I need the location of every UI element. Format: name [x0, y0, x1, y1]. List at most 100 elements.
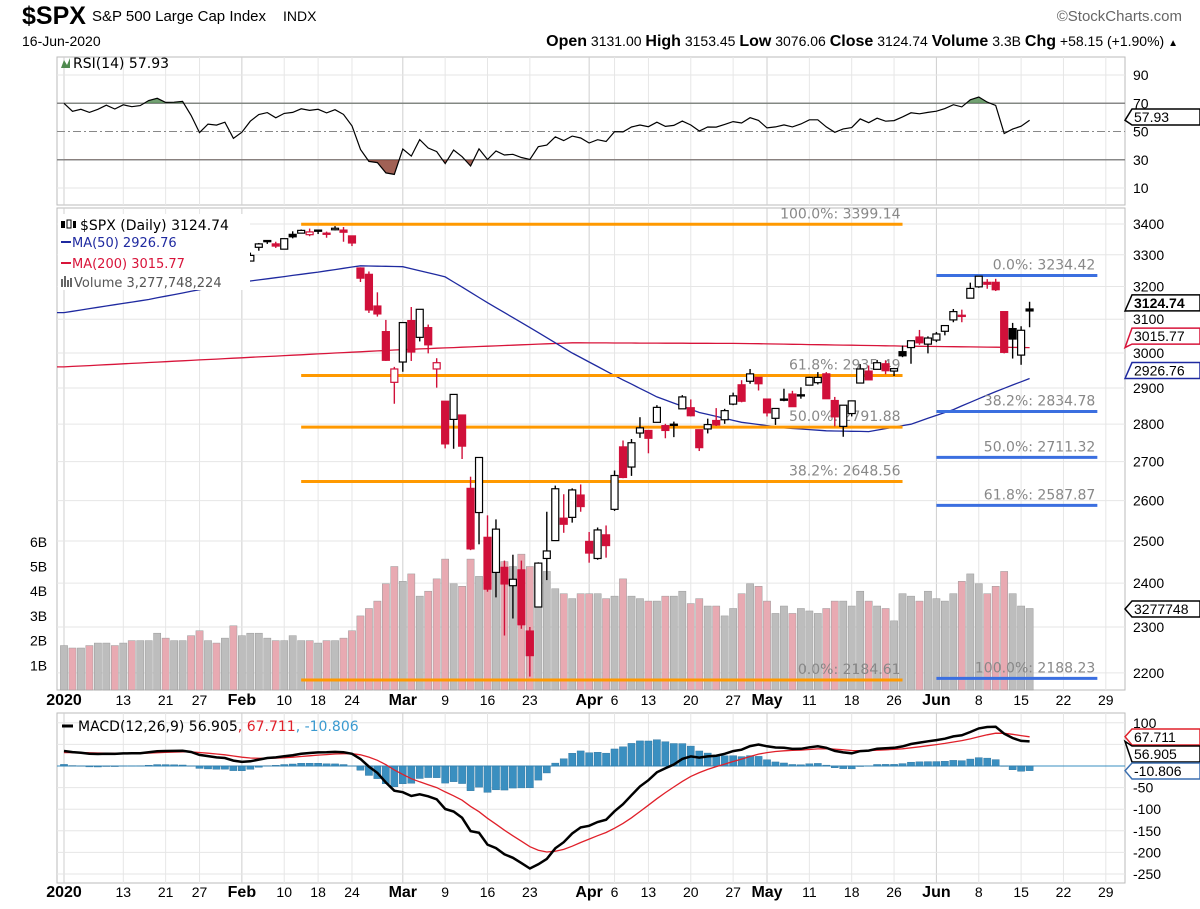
macd-histogram-bar: [576, 750, 585, 767]
candle: [1008, 322, 1017, 359]
volume-bar: [805, 610, 814, 691]
macd-histogram-bar: [924, 761, 932, 767]
volume-bar: [449, 583, 458, 691]
macd-histogram-bar: [212, 765, 221, 770]
volume-bar: [669, 595, 678, 691]
rsi-oversold-fill: [64, 159, 1030, 175]
volume-bar: [610, 595, 619, 691]
volume-bar: [695, 598, 704, 691]
ma50-value-tag: 2926.76: [1123, 361, 1200, 380]
macd-hist-tag: -10.806: [1124, 762, 1200, 780]
candle: [432, 358, 441, 388]
volume-bar: [797, 608, 805, 691]
volume-bar: [238, 635, 246, 691]
candle: [314, 229, 323, 235]
candle-body: [432, 362, 441, 370]
candle-body: [381, 331, 390, 361]
candle: [254, 242, 263, 251]
volume-bar: [254, 632, 263, 691]
candle-body: [415, 308, 424, 338]
candle-body: [559, 517, 568, 525]
candle-body: [720, 410, 729, 421]
macd-histogram-bar: [339, 764, 348, 767]
rsi-axis-label: 50: [1133, 124, 1149, 140]
macd-histogram-bar: [873, 764, 881, 767]
macd-histogram-bar: [195, 765, 204, 769]
candle-body: [271, 243, 280, 247]
macd-histogram-bar: [771, 761, 780, 767]
candle: [720, 408, 729, 424]
volume-value: 3.3B: [992, 33, 1021, 49]
candle-body: [483, 536, 492, 590]
candle: [585, 531, 594, 563]
price-axis-label: 2800: [1133, 416, 1164, 432]
candle: [390, 366, 399, 404]
ma50-legend-text: MA(50) 2926.76: [72, 236, 177, 251]
candle: [906, 340, 916, 364]
rsi-axis-label: 90: [1133, 67, 1149, 83]
volume-bar: [77, 647, 85, 691]
fib-blue-level-label: 100.0%: 2188.23: [975, 660, 1095, 676]
volume-bar: [822, 608, 831, 691]
candle-body: [1000, 311, 1009, 353]
volume-bar: [754, 586, 763, 691]
volume-bar: [102, 642, 111, 691]
volume-bar: [678, 590, 687, 691]
macd-histogram-bar: [983, 757, 992, 767]
volume-bar: [382, 583, 390, 691]
macd-histogram-bar: [85, 765, 94, 768]
macd-signal-value: 67.711: [247, 719, 296, 735]
exchange: INDX: [283, 8, 317, 24]
volume-bar: [712, 605, 721, 691]
candle-body: [576, 494, 585, 508]
volume-bar: [297, 640, 306, 691]
ma50-value-tag-text: 2926.76: [1134, 363, 1185, 379]
x-axis-label-bottom: 11: [802, 884, 817, 900]
macd-histogram-bar: [602, 752, 610, 767]
candle: [754, 376, 763, 391]
x-axis-label: Jun: [922, 692, 950, 709]
candle: [466, 476, 475, 551]
macd-histogram-bar: [1017, 765, 1025, 772]
candle-body: [652, 406, 662, 423]
candle-body: [373, 305, 382, 315]
open-value: 3131.00: [591, 33, 642, 49]
macd-value-tag-text: 56.905: [1134, 746, 1177, 762]
volume-bar: [813, 613, 822, 691]
macd-histogram-bar: [153, 764, 161, 767]
candle: [339, 227, 348, 242]
quote-summary: Open 3131.00 High 3153.45 Low 3076.06 Cl…: [546, 33, 1178, 50]
macd-histogram-bar: [288, 763, 297, 767]
candle: [297, 229, 306, 234]
x-axis-label: 6: [611, 692, 619, 708]
candle-body: [703, 423, 712, 430]
volume-bar: [907, 595, 915, 691]
volume-bar: [280, 640, 289, 691]
candle: [847, 400, 856, 417]
candle-body: [889, 368, 899, 372]
candle-body: [966, 287, 975, 299]
candle-body: [280, 238, 289, 250]
candle: [1025, 301, 1034, 328]
candle: [330, 226, 340, 231]
candle: [474, 456, 484, 545]
x-axis-label: 15: [1013, 692, 1029, 708]
fib-blue-level-label: 38.2%: 2834.78: [984, 393, 1096, 409]
candle: [1000, 311, 1009, 354]
macd-axis-label: 100: [1133, 715, 1157, 731]
candle: [441, 400, 450, 449]
x-axis-label: Mar: [389, 692, 417, 709]
x-axis-label-bottom: 27: [725, 884, 741, 900]
candle-body: [695, 429, 704, 449]
candle: [788, 390, 797, 408]
candle-body: [568, 489, 577, 518]
low-value: 3076.06: [775, 33, 826, 49]
candle-body: [906, 340, 916, 349]
macd-signal-line: [63, 732, 1030, 853]
price-axis-label: 2500: [1133, 533, 1164, 549]
candle-body: [932, 333, 941, 341]
candle: [678, 395, 687, 410]
macd-histogram-bar: [720, 755, 729, 767]
candle-body: [923, 337, 933, 345]
volume-bar: [1017, 605, 1025, 691]
